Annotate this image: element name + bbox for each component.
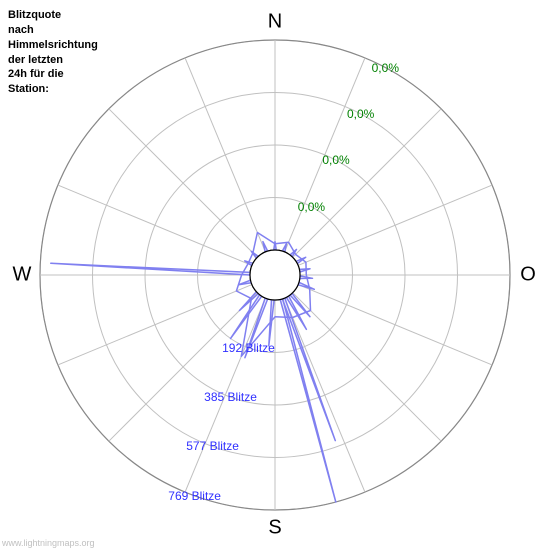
ring-pct-label: 0,0% bbox=[372, 61, 399, 75]
ring-count-label: 577 Blitze bbox=[186, 439, 239, 453]
polar-chart-container: Blitzquote nach Himmelsrichtung der letz… bbox=[0, 0, 550, 550]
ring-pct-label: 0,0% bbox=[347, 107, 374, 121]
ring-pct-label: 0,0% bbox=[322, 153, 349, 167]
ring-count-label: 385 Blitze bbox=[204, 390, 257, 404]
footer-attribution: www.lightningmaps.org bbox=[2, 538, 95, 548]
ring-pct-label: 0,0% bbox=[298, 200, 325, 214]
cardinal-O: O bbox=[520, 264, 536, 287]
cardinal-S: S bbox=[268, 517, 281, 540]
cardinal-W: W bbox=[13, 264, 32, 287]
polar-chart-svg bbox=[0, 0, 550, 550]
ring-count-label: 192 Blitze bbox=[222, 341, 275, 355]
ring-count-label: 769 Blitze bbox=[168, 489, 221, 503]
cardinal-N: N bbox=[268, 11, 282, 34]
